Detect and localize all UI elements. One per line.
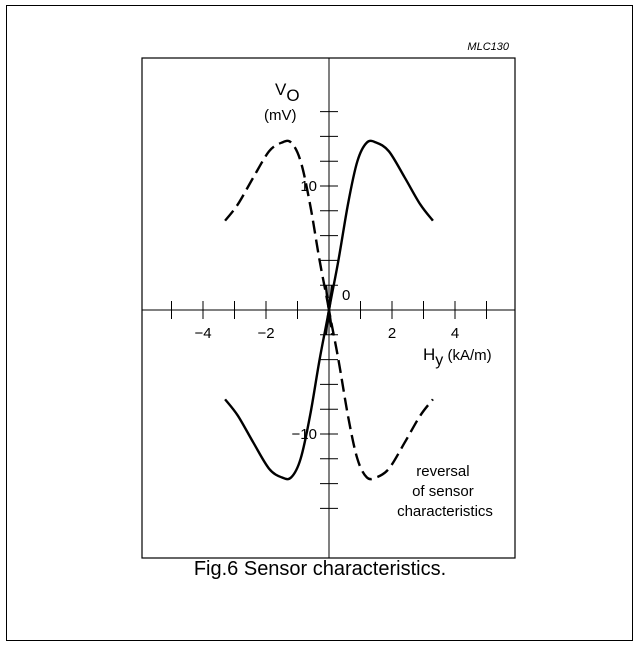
- annotation-line-3: characteristics: [397, 503, 493, 520]
- y-axis-label-main: V: [275, 80, 287, 99]
- annotation-line-1: reversal: [416, 463, 469, 480]
- x-tick-label: −4: [194, 325, 211, 342]
- series-group: [224, 139, 434, 481]
- y-tick-label: −10: [292, 426, 317, 443]
- dashed-series-curve: [324, 285, 434, 481]
- x-tick-label: 2: [388, 325, 396, 342]
- y-axis-label: VO: [275, 80, 300, 105]
- y-axis-unit: (mV): [264, 107, 297, 124]
- annotation: reversal of sensor characteristics: [397, 463, 493, 520]
- x-ticks: [171, 301, 487, 319]
- x-tick-labels: −4 −2 2 4: [194, 325, 459, 342]
- x-axis-label-main: H: [423, 345, 435, 364]
- figure-id-label: MLC130: [467, 41, 509, 53]
- y-axis-label-sub: O: [286, 86, 299, 105]
- y-tick-label: 10: [300, 178, 317, 195]
- x-tick-label: −2: [257, 325, 274, 342]
- y-ticks: [320, 111, 338, 509]
- solid-series-curve: [324, 139, 434, 335]
- x-axis-label-sub: y: [435, 352, 443, 369]
- x-tick-label: 4: [451, 325, 459, 342]
- annotation-line-2: of sensor: [412, 483, 474, 500]
- origin-label: 0: [342, 287, 350, 304]
- figure-caption: Fig.6 Sensor characteristics.: [193, 558, 447, 580]
- dashed-series-curve: [224, 139, 334, 335]
- x-axis-label-unit: (kA/m): [443, 347, 491, 364]
- solid-series-curve: [224, 285, 334, 481]
- figure-frame: [6, 5, 633, 641]
- y-tick-labels: 10 −10: [292, 178, 317, 443]
- x-axis-label: Hy (kA/m): [423, 345, 492, 369]
